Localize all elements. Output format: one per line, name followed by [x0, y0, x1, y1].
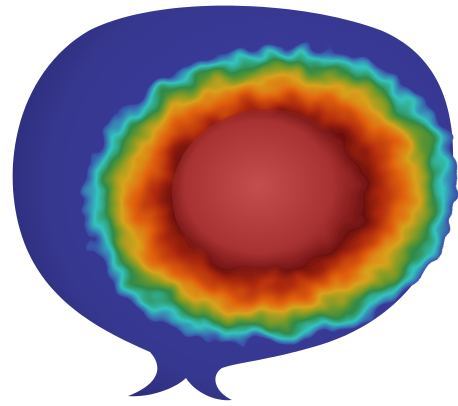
core	[172, 109, 364, 281]
